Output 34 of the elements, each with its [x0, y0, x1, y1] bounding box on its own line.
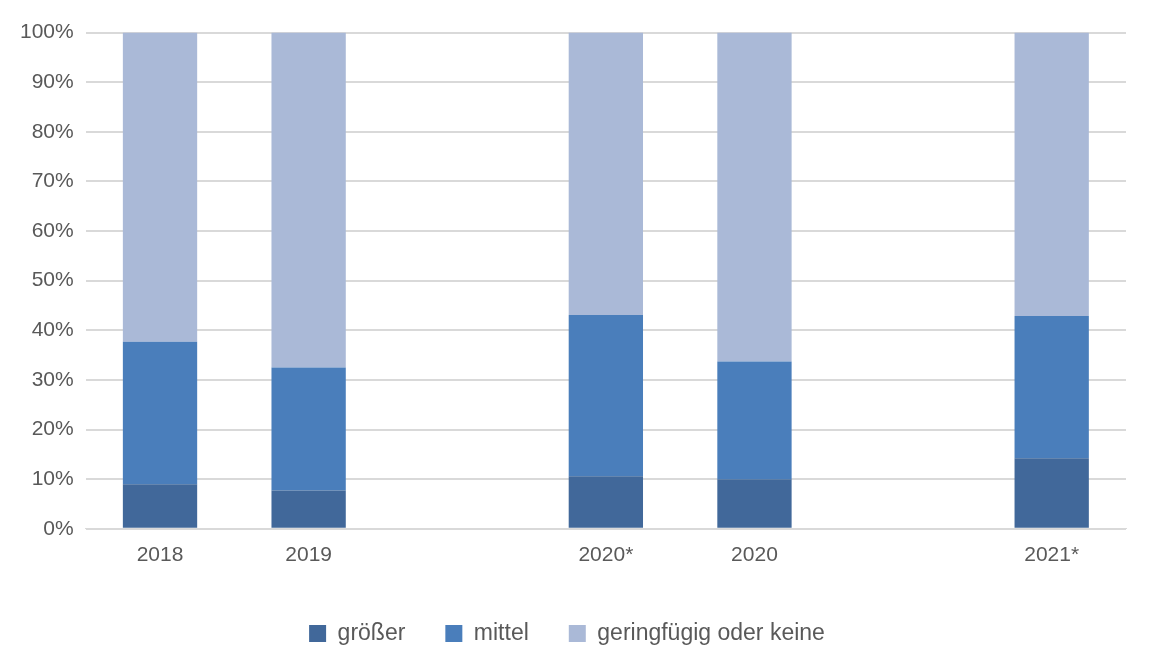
bar	[717, 32, 792, 362]
y-tick-label: 70%	[31, 168, 74, 192]
x-tick-label: 2021*	[1024, 542, 1080, 566]
x-tick-label: 2020	[731, 542, 778, 566]
legend-label: mittel	[473, 618, 529, 645]
y-tick-label: 50%	[31, 267, 74, 291]
y-tick-label: 0%	[43, 515, 74, 539]
y-tick-label: 60%	[31, 217, 74, 241]
y-tick-label: 90%	[31, 69, 74, 93]
y-tick-label: 80%	[31, 118, 74, 142]
bar	[1014, 458, 1089, 528]
x-tick-label: 2019	[285, 542, 332, 566]
bar	[717, 361, 792, 480]
bar	[1014, 32, 1089, 316]
bar	[1014, 315, 1089, 459]
x-tick-label: 2020*	[578, 542, 634, 566]
bar	[122, 32, 198, 342]
y-tick-label: 10%	[31, 465, 74, 489]
y-tick-label: 20%	[31, 416, 74, 440]
legend-label: größer	[337, 618, 406, 645]
bar	[271, 367, 346, 491]
bar	[271, 490, 346, 528]
bar	[568, 314, 644, 477]
bar	[271, 32, 346, 368]
bar	[122, 341, 198, 485]
y-tick-label: 40%	[31, 317, 74, 341]
bar	[568, 32, 644, 315]
x-tick-label: 2018	[136, 542, 184, 566]
y-tick-label: 100%	[19, 19, 74, 43]
bar	[122, 484, 198, 528]
y-tick-label: 30%	[31, 366, 74, 390]
bar	[568, 476, 644, 528]
legend-label: geringfügig oder keine	[597, 618, 825, 645]
bar	[717, 479, 792, 528]
